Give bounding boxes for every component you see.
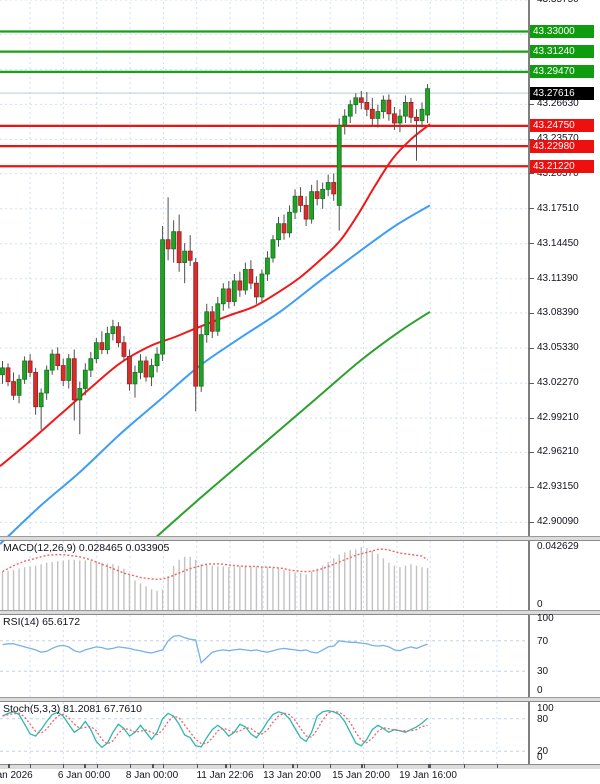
price-tick-label: 43.26630 <box>537 98 579 110</box>
x-axis-minor-tick <box>230 764 232 768</box>
price-tick-mark <box>529 347 534 349</box>
x-axis-tick <box>361 764 363 768</box>
panel-separator-stoch[interactable] <box>0 697 600 702</box>
stoch-axis-label: 80 <box>537 713 549 725</box>
macd-axis-max-label: 0.042629 <box>537 541 579 552</box>
resistance-price-badge: 43.33000 <box>530 24 594 38</box>
price-tick-mark <box>529 208 534 210</box>
price-tick-mark <box>529 451 534 453</box>
stoch-axis-label: 100 <box>537 703 554 714</box>
price-tick-label: 42.96210 <box>537 446 579 458</box>
x-axis-minor-tick <box>463 764 465 768</box>
x-axis-minor-tick <box>96 764 98 768</box>
x-axis-minor-tick <box>63 764 65 768</box>
panel-separator-macd[interactable] <box>0 536 600 541</box>
x-axis-tick <box>152 764 154 768</box>
stoch-k-line <box>2 710 428 749</box>
price-tick-label: 43.23570 <box>537 133 579 144</box>
macd-indicator-label: MACD(12,26,9) 0.028465 0.033905 <box>3 542 170 554</box>
x-axis-tick <box>84 764 86 768</box>
price-tick-mark <box>529 312 534 314</box>
support-price-badge: 43.22980 <box>530 139 594 153</box>
price-tick-mark <box>529 138 534 140</box>
rsi-axis-label: 30 <box>537 666 549 678</box>
stoch-axis-label: 0 <box>537 752 543 763</box>
price-tick-label: 43.14450 <box>537 237 579 249</box>
price-tick-label: 42.90090 <box>537 516 579 528</box>
x-axis-label: 19 Jan 16:00 <box>399 770 457 781</box>
support-price-badge: 43.24750 <box>530 119 594 133</box>
price-tick-mark <box>529 417 534 419</box>
x-axis-label: 6 Jan 00:00 <box>57 770 111 781</box>
x-axis-minor-tick <box>130 764 132 768</box>
x-axis-label: 15 Jan 20:00 <box>332 770 390 781</box>
price-tick-label-partial: 43.35750 <box>537 0 579 5</box>
x-axis-minor-tick <box>30 764 31 768</box>
x-axis-label: 13 Jan 20:00 <box>263 770 321 781</box>
price-tick-mark <box>529 521 534 523</box>
x-axis-minor-tick <box>430 764 432 768</box>
price-tick-label: 43.02270 <box>537 377 579 389</box>
rsi-axis-label: 70 <box>537 635 549 647</box>
x-axis-minor-tick <box>496 764 498 768</box>
price-tick-label: 43.17510 <box>537 202 579 214</box>
x-axis-minor-tick <box>296 764 298 768</box>
price-tick-label: 43.11390 <box>537 272 578 284</box>
price-tick-label: 42.99210 <box>537 412 579 424</box>
x-axis-label: 8 Jan 00:00 <box>125 770 179 781</box>
rsi-axis-label: 0 <box>537 685 543 696</box>
stoch-indicator-label: Stoch(5,3,3) 81.2081 67.7610 <box>3 703 142 715</box>
price-tick-mark <box>529 103 534 105</box>
x-axis-minor-tick <box>363 764 365 768</box>
rsi-indicator-label: RSI(14) 65.6172 <box>3 616 81 628</box>
stoch-axis-label: 20 <box>537 746 549 758</box>
ma-mid-blue <box>0 204 431 545</box>
price-tick-mark <box>529 173 534 175</box>
price-axis-line <box>528 0 530 769</box>
ma-fast-red <box>0 123 431 467</box>
rsi-axis-label: 100 <box>537 613 554 624</box>
x-axis-minor-tick <box>196 764 198 768</box>
x-axis-minor-tick <box>330 764 332 768</box>
x-axis-minor-tick <box>396 764 398 768</box>
price-tick-label: 43.05330 <box>537 342 579 354</box>
price-tick-label: 42.93150 <box>537 481 579 493</box>
support-price-badge: 43.21220 <box>530 159 594 173</box>
time-axis-bar <box>0 764 600 769</box>
x-axis-tick <box>225 764 227 768</box>
price-tick-label: 43.20570 <box>537 167 579 179</box>
price-tick-label: 43.08390 <box>537 307 579 319</box>
x-axis-tick <box>8 764 10 768</box>
resistance-price-badge: 43.31240 <box>530 45 594 59</box>
ma-slow-green <box>155 310 431 538</box>
rsi-line <box>2 634 428 665</box>
x-axis-label: 2 Jan 2026 <box>0 770 33 781</box>
x-axis-tick <box>428 764 430 768</box>
price-tick-mark <box>529 486 534 488</box>
panel-separator-rsi[interactable] <box>0 610 600 615</box>
price-tick-mark <box>529 243 534 245</box>
x-axis-label: 11 Jan 22:06 <box>196 770 254 781</box>
x-axis-minor-tick <box>263 764 265 768</box>
macd-axis-min-label: 0 <box>537 599 543 610</box>
price-tick-mark <box>529 382 534 384</box>
x-axis-tick <box>292 764 294 768</box>
resistance-price-badge: 43.29470 <box>530 65 594 79</box>
x-axis-minor-tick <box>163 764 165 768</box>
price-tick-mark <box>529 278 534 280</box>
current-price-badge: 43.27616 <box>530 86 594 100</box>
